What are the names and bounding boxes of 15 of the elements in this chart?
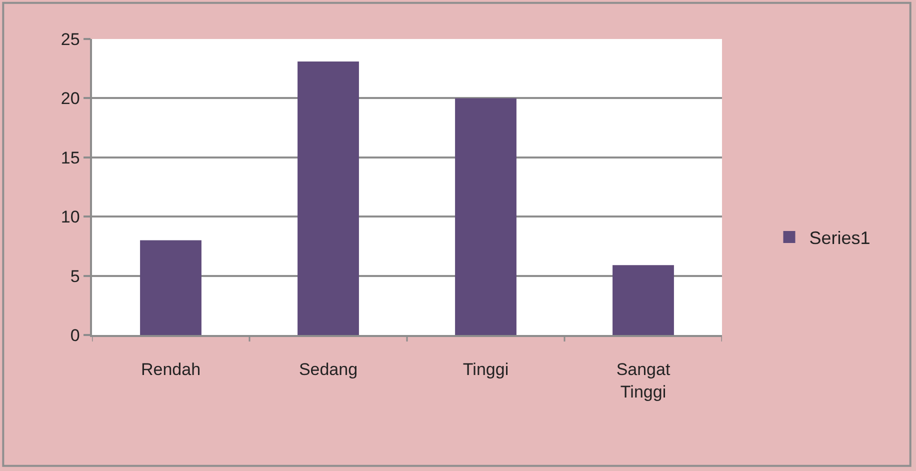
bar [298, 62, 359, 335]
x-tick-label: Sedang [298, 360, 358, 380]
y-tick-label: 10 [60, 208, 80, 227]
x-tick-label: Sangat Tinggi [616, 360, 670, 402]
bar [140, 240, 202, 335]
y-tick-label: 15 [60, 148, 80, 168]
y-tick-label: 25 [60, 30, 80, 49]
y-tick-label: 0 [70, 326, 80, 345]
bar [612, 265, 674, 335]
y-tick-label: 20 [60, 89, 80, 108]
bar [455, 98, 516, 335]
y-tick-label: 5 [70, 266, 80, 286]
legend-label: Series1 [809, 228, 870, 248]
x-tick-label: Tinggi [462, 360, 509, 380]
x-tick-label: Rendah [140, 360, 201, 380]
